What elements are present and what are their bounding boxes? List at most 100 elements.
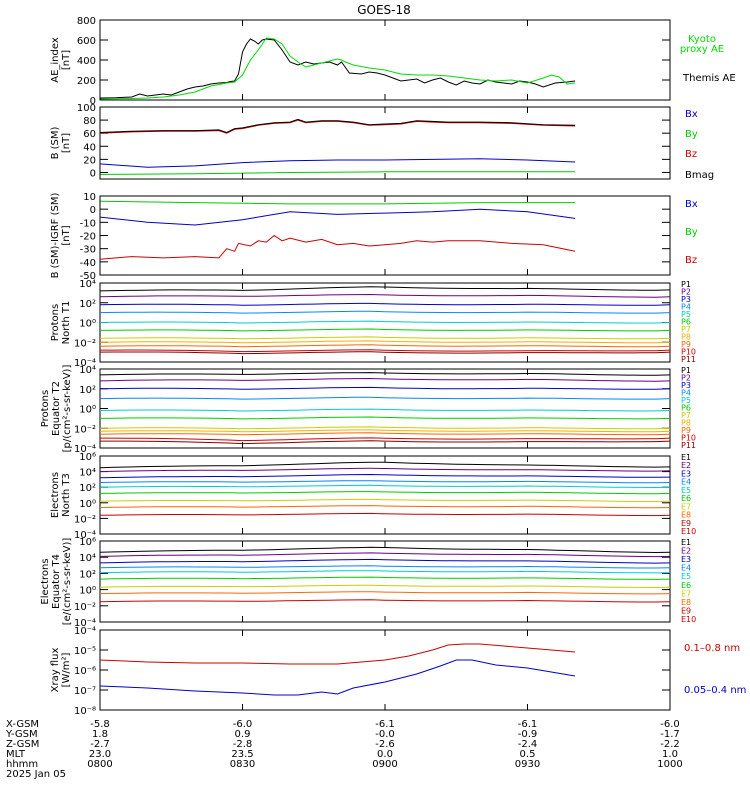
x-tick-label: -1.7 [660,729,680,740]
legend-entry: Bz [685,149,697,160]
y-tick-label: 10⁶ [79,452,96,463]
x-axis-row-label: hhmm [6,759,38,770]
series-line-bz [100,119,576,134]
legend-entry: E4 [681,564,691,573]
y-tick-label: 20 [83,155,96,166]
x-tick-label: -2.2 [660,739,680,750]
series-line-p4 [100,396,670,400]
series-line-p7 [100,426,670,430]
y-axis-label: B (SM) [50,126,61,159]
y-tick-label: 200 [77,76,96,87]
y-tick-label: 10² [79,569,96,580]
series-line-bx [100,158,576,168]
legend-entry: E2 [681,547,691,556]
legend-entry: E10 [681,527,696,536]
series-line-p8 [100,429,670,433]
series-line-e8 [100,505,670,509]
y-axis-label: [e/(cm²-s-sr-keV)] [62,538,73,626]
series-line-p7 [100,336,670,340]
legend-entry: By [685,129,698,140]
legend-entry: P8 [681,419,691,428]
panel-7: 10⁻⁸ 10⁻⁷ 10⁻⁶ 10⁻⁵ 10⁻⁴ Xray flux [W/m²] 0.1–0… [50,626,746,717]
legend-entry: P11 [681,355,696,364]
series-line-p11 [100,440,670,445]
series-line-p3 [100,302,670,306]
legend-entry: P2 [681,288,691,297]
series-line-e3 [100,473,670,479]
panel-3: 10⁻⁴ 10⁻² 10⁰ 10² 10⁴ Protons North T1 P1P2P3P4… [50,279,696,369]
y-tick-label: 10⁰ [79,405,96,416]
legend-entry: E7 [681,589,691,598]
x-tick-label: -6.0 [660,719,680,730]
series-line-p6 [100,328,670,332]
y-axis-label: Electrons [40,558,51,604]
legend-entry: P1 [681,280,691,289]
panel-2: -50 -40 -30 -20 -10 0 10 B (SM)-IGRF (SM) [nT] Bx… [50,192,698,282]
legend-entry: E2 [681,461,691,470]
y-tick-label: 10⁴ [79,468,96,479]
legend-entry: P5 [681,396,691,405]
x-tick-label: -0.0 [375,729,395,740]
y-axis-label: Protons [50,304,61,341]
y-tick-label: -50 [80,271,96,282]
y-tick-label: 10² [79,385,96,396]
y-axis-label: North T3 [61,473,72,517]
y-tick-label: 10⁶ [79,537,96,548]
series-line-0-1-0-8-nm [100,643,576,665]
x-tick-label: 1000 [657,759,682,770]
legend-entry: P6 [681,318,691,327]
legend-entry: E8 [681,598,691,607]
x-tick-label: 0.5 [520,749,536,760]
series-line-p4 [100,310,670,314]
legend-entry: E3 [681,555,691,564]
panel-frame [99,629,671,711]
y-tick-label: 10⁴ [79,279,96,290]
y-tick-label: 10⁻⁵ [74,646,96,657]
legend-entry: P7 [681,411,691,420]
legend-entry: 0.05–0.4 nm [684,685,746,696]
legend-entry: P4 [681,303,691,312]
legend-entry: E4 [681,478,691,487]
panel-1: 0 20 40 60 80 100 B (SM) [nT] Bx By Bz Bmag [50,103,714,181]
y-tick-label: 10⁻⁴ [74,618,96,629]
y-tick-label: 0 [90,205,96,216]
y-tick-label: 10⁴ [79,553,96,564]
legend-entry: Bmag [685,170,714,181]
series-line-by [100,171,575,175]
series-line-e3 [100,558,670,564]
y-tick-label: 100 [77,103,96,114]
y-tick-label: 10⁻² [74,424,96,435]
x-tick-label: -0.9 [518,729,538,740]
legend-entry: P3 [681,381,691,390]
series-line-e4 [100,480,670,484]
legend-entry: P9 [681,426,691,435]
x-tick-label: -2.8 [233,739,253,750]
series-line-e9 [100,512,670,517]
legend-entry: P4 [681,389,691,398]
y-axis-label: AE_index [50,37,61,83]
x-tick-label: 0830 [230,759,255,770]
x-tick-label: 23.0 [89,749,111,760]
legend-entry: E10 [681,615,696,624]
y-tick-label: 10⁰ [79,499,96,510]
series-line-e6 [100,576,670,580]
series-line-p2 [100,293,670,298]
series-line-e6 [100,491,670,495]
panel-frame [99,19,671,101]
panel-frame [99,195,671,276]
x-tick-label: -2.7 [90,739,110,750]
legend-entry: P10 [681,348,696,357]
x-axis-row-label: 2025 Jan 05 [6,769,66,780]
legend-entry: E6 [681,581,691,590]
series-line-bx [100,208,576,226]
x-tick-label: 23.5 [231,749,253,760]
y-axis-label: [nT] [61,50,72,70]
x-tick-label: 0900 [372,759,397,770]
legend-entry: E6 [681,494,691,503]
series-line-e9 [100,599,670,603]
legend-entry: Themis AE [682,73,736,84]
x-tick-label: 0.9 [235,729,251,740]
